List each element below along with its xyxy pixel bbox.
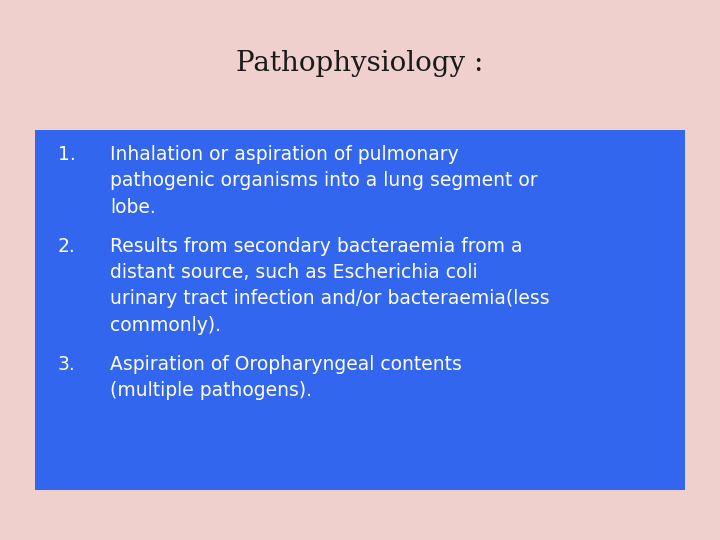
Text: Aspiration of Oropharyngeal contents: Aspiration of Oropharyngeal contents bbox=[110, 354, 462, 374]
Text: Pathophysiology :: Pathophysiology : bbox=[236, 50, 484, 77]
Text: urinary tract infection and/or bacteraemia(less: urinary tract infection and/or bacteraem… bbox=[110, 289, 549, 308]
Text: 3.: 3. bbox=[58, 354, 76, 374]
Text: lobe.: lobe. bbox=[110, 198, 156, 217]
FancyBboxPatch shape bbox=[35, 130, 685, 490]
Text: commonly).: commonly). bbox=[110, 316, 221, 335]
Text: Results from secondary bacteraemia from a: Results from secondary bacteraemia from … bbox=[110, 237, 523, 255]
Text: distant source, such as Escherichia coli: distant source, such as Escherichia coli bbox=[110, 263, 477, 282]
Text: Inhalation or aspiration of pulmonary: Inhalation or aspiration of pulmonary bbox=[110, 145, 459, 164]
Text: (multiple pathogens).: (multiple pathogens). bbox=[110, 381, 312, 400]
Text: pathogenic organisms into a lung segment or: pathogenic organisms into a lung segment… bbox=[110, 172, 538, 191]
Text: 1.: 1. bbox=[58, 145, 76, 164]
Text: 2.: 2. bbox=[58, 237, 76, 255]
